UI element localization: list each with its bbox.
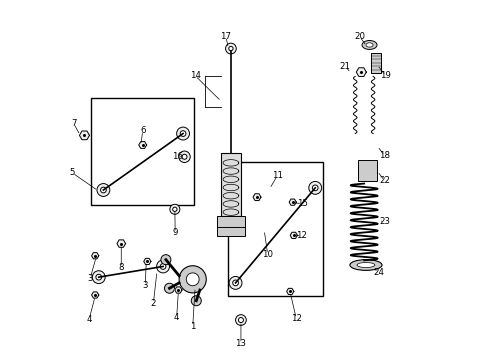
Bar: [228, 162, 323, 296]
Bar: [216, 216, 244, 237]
Circle shape: [180, 131, 185, 136]
Polygon shape: [290, 232, 297, 238]
Polygon shape: [91, 292, 99, 298]
Text: 13: 13: [235, 339, 246, 348]
Circle shape: [229, 276, 242, 289]
Circle shape: [235, 315, 246, 325]
Text: 24: 24: [372, 268, 383, 277]
Polygon shape: [80, 131, 89, 140]
Polygon shape: [139, 141, 146, 148]
Circle shape: [308, 181, 321, 194]
Text: 22: 22: [378, 176, 389, 185]
Polygon shape: [288, 199, 296, 205]
Polygon shape: [91, 253, 99, 259]
Text: 16: 16: [171, 152, 183, 161]
Text: 19: 19: [379, 71, 390, 80]
Polygon shape: [143, 258, 151, 265]
Text: 10: 10: [262, 250, 273, 259]
Circle shape: [164, 283, 174, 293]
Text: 14: 14: [189, 71, 200, 80]
Text: 2: 2: [150, 299, 156, 308]
Bar: [91, 98, 194, 205]
Bar: [221, 153, 241, 216]
Ellipse shape: [356, 262, 374, 267]
Circle shape: [312, 185, 317, 191]
Circle shape: [96, 274, 102, 280]
Circle shape: [92, 271, 105, 284]
Circle shape: [97, 184, 110, 197]
Text: 5: 5: [69, 168, 75, 177]
Polygon shape: [253, 194, 261, 201]
Polygon shape: [356, 68, 366, 76]
Ellipse shape: [361, 41, 376, 49]
Text: 9: 9: [172, 228, 178, 237]
Circle shape: [176, 127, 189, 140]
Circle shape: [156, 260, 169, 273]
Circle shape: [238, 318, 243, 323]
Text: 1: 1: [189, 322, 195, 331]
Text: 17: 17: [220, 32, 231, 41]
Polygon shape: [286, 288, 293, 294]
Text: 12: 12: [296, 231, 306, 240]
Text: 4: 4: [86, 315, 92, 324]
Ellipse shape: [349, 260, 381, 270]
Text: 11: 11: [271, 171, 282, 180]
Text: 6: 6: [140, 126, 145, 135]
Circle shape: [182, 154, 186, 159]
Text: 18: 18: [378, 151, 389, 160]
Text: 21: 21: [339, 62, 350, 71]
Polygon shape: [117, 240, 125, 247]
Text: 3: 3: [142, 281, 148, 290]
Circle shape: [169, 204, 180, 214]
Circle shape: [161, 255, 171, 265]
Text: 12: 12: [290, 314, 301, 323]
Circle shape: [228, 46, 233, 51]
Circle shape: [179, 266, 206, 293]
Text: 3: 3: [87, 274, 93, 283]
Text: 20: 20: [353, 32, 364, 41]
Polygon shape: [175, 287, 182, 293]
Text: 15: 15: [296, 199, 307, 208]
Text: 4: 4: [174, 313, 179, 322]
Circle shape: [101, 187, 106, 193]
Circle shape: [186, 273, 199, 286]
Circle shape: [172, 207, 177, 211]
Ellipse shape: [365, 43, 372, 47]
Circle shape: [179, 151, 190, 162]
Text: 7: 7: [71, 119, 76, 128]
Text: 8: 8: [118, 263, 124, 272]
Circle shape: [191, 296, 201, 306]
Bar: [370, 53, 381, 73]
Circle shape: [232, 280, 238, 286]
Bar: [357, 160, 377, 181]
Circle shape: [160, 264, 165, 269]
Text: 23: 23: [378, 217, 389, 226]
Circle shape: [225, 43, 236, 54]
